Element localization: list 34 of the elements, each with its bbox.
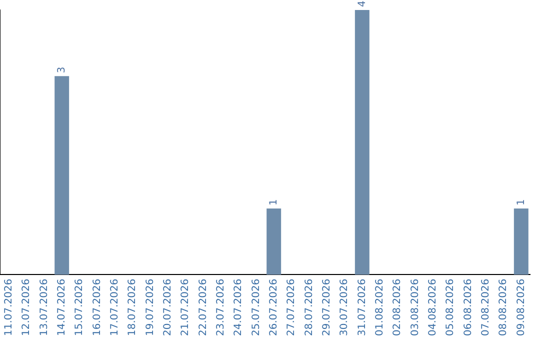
x-tick-label: 09.08.2026: [516, 278, 527, 336]
x-tick-label: 02.08.2026: [392, 278, 404, 336]
x-tick-label: 30.07.2026: [339, 278, 350, 336]
data-label: 1: [268, 199, 280, 206]
x-tick-label: 29.07.2026: [321, 278, 332, 336]
data-label: 1: [516, 199, 527, 206]
x-tick-label: 06.08.2026: [462, 278, 474, 336]
x-tick-label: 20.07.2026: [162, 278, 174, 336]
x-tick-label: 04.08.2026: [427, 278, 438, 336]
x-tick-label: 25.07.2026: [250, 278, 262, 336]
x-tick-label: 26.07.2026: [268, 278, 280, 336]
x-tick-label: 31.07.2026: [356, 278, 368, 336]
x-tick-label: 11.07.2026: [3, 278, 14, 336]
x-tick-label: 14.07.2026: [56, 278, 68, 336]
x-tick-label: 03.08.2026: [410, 278, 421, 336]
x-tick-label: 01.08.2026: [374, 278, 386, 336]
x-tick-label: 12.07.2026: [21, 278, 32, 336]
x-tick-label: 15.07.2026: [74, 278, 86, 336]
data-label: 3: [56, 66, 68, 74]
x-tick-label: 28.07.2026: [304, 278, 315, 336]
x-tick-label: 13.07.2026: [38, 278, 50, 336]
x-tick-label: 05.08.2026: [445, 278, 456, 336]
x-tick-label: 24.07.2026: [233, 278, 244, 336]
x-tick-label: 21.07.2026: [180, 278, 192, 336]
x-tick-label: 08.08.2026: [498, 278, 510, 336]
x-tick-label: 18.07.2026: [127, 278, 138, 336]
x-tick-label: 17.07.2026: [109, 278, 120, 336]
x-tick-label: 07.08.2026: [480, 278, 492, 336]
x-tick-label: 19.07.2026: [144, 278, 156, 336]
data-label: 4: [356, 0, 368, 7]
x-tick-label: 16.07.2026: [92, 278, 103, 336]
x-tick-label: 27.07.2026: [286, 278, 298, 336]
x-tick-label: 22.07.2026: [198, 278, 209, 336]
x-tick-label: 23.07.2026: [215, 278, 226, 336]
